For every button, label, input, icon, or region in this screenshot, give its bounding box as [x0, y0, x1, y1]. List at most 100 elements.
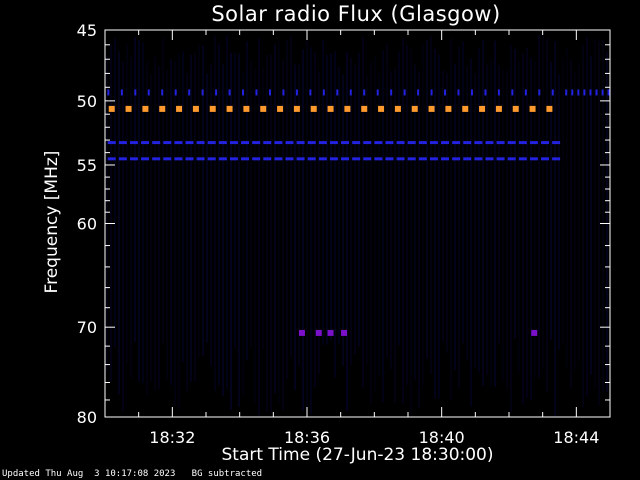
band-dash	[159, 105, 166, 112]
band-tick	[497, 89, 500, 96]
band-dash	[445, 105, 452, 112]
band-dash	[163, 141, 172, 145]
band-dash	[485, 157, 494, 161]
band-dash	[263, 157, 272, 161]
band-dash	[552, 141, 561, 145]
band-dash	[341, 157, 350, 161]
band-dash	[293, 105, 300, 112]
band-tick	[583, 89, 586, 96]
band-dash	[241, 141, 250, 145]
band-dash	[277, 105, 284, 112]
band-tick	[565, 89, 568, 96]
band-tick	[524, 89, 527, 96]
band-tick	[538, 89, 541, 96]
x-tick-label: 18:44	[553, 428, 599, 447]
band-dash	[352, 141, 361, 145]
band-dash	[209, 105, 216, 112]
band-dash	[418, 157, 427, 161]
band-dash	[394, 105, 401, 112]
band-tick	[107, 89, 110, 96]
band-tick	[430, 89, 433, 96]
x-axis-label: Start Time (27-Jun-23 18:30:00)	[221, 445, 494, 465]
band-dash	[512, 105, 519, 112]
band-tick	[174, 89, 177, 96]
band-dash	[452, 141, 461, 145]
band-dash	[142, 105, 149, 112]
band-tick	[417, 89, 420, 96]
band-dash	[218, 141, 227, 145]
band-dash	[185, 157, 194, 161]
band-dash	[341, 141, 350, 145]
band-dash	[285, 141, 294, 145]
band-dash	[329, 141, 338, 145]
band-tick	[589, 89, 592, 96]
band-dash	[307, 157, 316, 161]
emission-spot	[315, 329, 322, 336]
band-dash	[218, 157, 227, 161]
y-tick-label: 80	[77, 408, 97, 427]
y-tick-label: 50	[77, 92, 97, 111]
band-dash	[529, 157, 538, 161]
band-tick	[457, 89, 460, 96]
band-dash	[529, 141, 538, 145]
band-tick	[309, 89, 312, 96]
band-dash	[192, 105, 199, 112]
footer-status: Updated Thu Aug 3 10:17:08 2023 BG subtr…	[2, 469, 262, 479]
band-dash	[385, 157, 394, 161]
tick-layer: 45 50 55 60 70 80 18:32 18:36 18:40 18:44	[77, 21, 610, 447]
band-tick	[322, 89, 325, 96]
band-dash	[241, 157, 250, 161]
band-tick	[336, 89, 339, 96]
band-dash	[496, 157, 505, 161]
band-dash	[141, 141, 150, 145]
x-tick-label: 18:40	[419, 428, 465, 447]
band-dash	[396, 141, 405, 145]
band-dash	[107, 157, 116, 161]
band-tick	[595, 89, 598, 96]
band-dash	[196, 157, 205, 161]
band-dash	[541, 157, 550, 161]
band-dash	[474, 157, 483, 161]
band-dash	[107, 141, 116, 145]
band-layer	[107, 89, 610, 161]
y-tick-label: 70	[77, 318, 97, 337]
band-dash	[141, 157, 150, 161]
band-dash	[407, 141, 416, 145]
band-dash	[363, 141, 372, 145]
band-tick	[571, 89, 574, 96]
band-dash	[496, 141, 505, 145]
band-dash	[374, 141, 383, 145]
band-tick	[215, 89, 218, 96]
band-dash	[344, 105, 351, 112]
band-dash	[318, 157, 327, 161]
x-tick-label: 18:36	[284, 428, 330, 447]
band-dash	[263, 141, 272, 145]
band-dash	[318, 141, 327, 145]
band-dash	[329, 157, 338, 161]
band-dash	[196, 141, 205, 145]
band-tick	[390, 89, 393, 96]
band-dash	[546, 105, 553, 112]
band-dash	[296, 141, 305, 145]
band-tick	[376, 89, 379, 96]
band-dash	[396, 157, 405, 161]
y-tick-label: 55	[77, 156, 97, 175]
spot-layer	[298, 329, 538, 336]
band-dash	[507, 157, 516, 161]
x-tick-label: 18:32	[149, 428, 195, 447]
band-tick	[349, 89, 352, 96]
emission-spot	[298, 329, 305, 336]
band-dash	[429, 141, 438, 145]
updated-timestamp: Updated Thu Aug 3 10:17:08 2023	[2, 469, 176, 479]
band-dash	[118, 141, 127, 145]
band-tick	[295, 89, 298, 96]
band-dash	[252, 157, 261, 161]
band-tick	[188, 89, 191, 96]
band-dash	[474, 141, 483, 145]
band-dash	[243, 105, 250, 112]
band-dash	[428, 105, 435, 112]
band-tick	[255, 89, 258, 96]
band-tick	[120, 89, 123, 96]
band-dash	[463, 157, 472, 161]
band-dash	[129, 141, 138, 145]
